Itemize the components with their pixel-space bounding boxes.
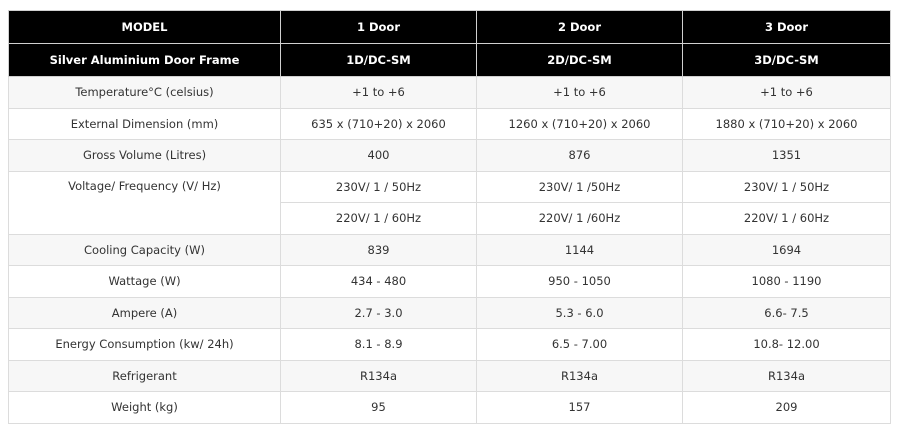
table-cell: R134a [476, 359, 683, 392]
table-cell: R134a [280, 359, 477, 392]
table-cell: 6.5 - 7.00 [476, 328, 683, 361]
header-3-door: 3 Door [682, 10, 891, 44]
table-cell: 6.6- 7.5 [682, 296, 891, 329]
subheader-row: Silver Aluminium Door Frame 1D/DC-SM 2D/… [8, 43, 891, 77]
table-cell: 157 [476, 391, 683, 424]
table-cell: +1 to +6 [476, 76, 683, 109]
row-label: Weight (kg) [8, 391, 281, 424]
table-cell: 220V/ 1 / 60Hz [682, 202, 891, 235]
header-row: MODEL 1 Door 2 Door 3 Door [8, 10, 891, 44]
table-row: Temperature°C (celsius) +1 to +6 +1 to +… [8, 76, 891, 109]
table-cell: 8.1 - 8.9 [280, 328, 477, 361]
row-label: Ampere (A) [8, 296, 281, 329]
row-label: Voltage/ Frequency (V/ Hz) [8, 170, 281, 235]
table-cell: 1260 x (710+20) x 2060 [476, 107, 683, 140]
table-row: Voltage/ Frequency (V/ Hz) 230V/ 1 / 50H… [8, 170, 891, 235]
row-label: Cooling Capacity (W) [8, 233, 281, 266]
table-cell: 635 x (710+20) x 2060 [280, 107, 477, 140]
table-cell: 209 [682, 391, 891, 424]
row-label: Wattage (W) [8, 265, 281, 298]
table-row: Ampere (A) 2.7 - 3.0 5.3 - 6.0 6.6- 7.5 [8, 296, 891, 329]
table-cell: 1351 [682, 139, 891, 172]
row-label: Gross Volume (Litres) [8, 139, 281, 172]
subheader-code-3: 3D/DC-SM [682, 43, 891, 77]
table-cell: 876 [476, 139, 683, 172]
subheader-code-1: 1D/DC-SM [280, 43, 477, 77]
table-row: Weight (kg) 95 157 209 [8, 391, 891, 424]
table-cell: 2.7 - 3.0 [280, 296, 477, 329]
subheader-label: Silver Aluminium Door Frame [8, 43, 281, 77]
table-row: Cooling Capacity (W) 839 1144 1694 [8, 233, 891, 266]
table-cell: R134a [682, 359, 891, 392]
table-cell: +1 to +6 [280, 76, 477, 109]
table-cell: 95 [280, 391, 477, 424]
table-row: Gross Volume (Litres) 400 876 1351 [8, 139, 891, 172]
table-cell: 230V/ 1 /50Hz [476, 170, 683, 203]
row-label: External Dimension (mm) [8, 107, 281, 140]
header-2-door: 2 Door [476, 10, 683, 44]
row-label: Temperature°C (celsius) [8, 76, 281, 109]
row-label: Refrigerant [8, 359, 281, 392]
table-cell: 10.8- 12.00 [682, 328, 891, 361]
spec-table-container: MODEL 1 Door 2 Door 3 Door Silver Alumin… [8, 10, 891, 424]
table-cell: 400 [280, 139, 477, 172]
table-cell: 1880 x (710+20) x 2060 [682, 107, 891, 140]
table-row: External Dimension (mm) 635 x (710+20) x… [8, 107, 891, 140]
subheader-code-2: 2D/DC-SM [476, 43, 683, 77]
table-cell: 230V/ 1 / 50Hz [682, 170, 891, 203]
table-cell: 1080 - 1190 [682, 265, 891, 298]
header-1-door: 1 Door [280, 10, 477, 44]
table-cell: 434 - 480 [280, 265, 477, 298]
table-row: Wattage (W) 434 - 480 950 - 1050 1080 - … [8, 265, 891, 298]
header-model: MODEL [8, 10, 281, 44]
table-cell: 839 [280, 233, 477, 266]
row-label: Energy Consumption (kw/ 24h) [8, 328, 281, 361]
table-cell: 1144 [476, 233, 683, 266]
table-cell: +1 to +6 [682, 76, 891, 109]
table-row: Refrigerant R134a R134a R134a [8, 359, 891, 392]
table-cell: 5.3 - 6.0 [476, 296, 683, 329]
table-cell: 1694 [682, 233, 891, 266]
table-cell: 220V/ 1 /60Hz [476, 202, 683, 235]
table-row: 220V/ 1 / 60Hz 220V/ 1 /60Hz 220V/ 1 / 6… [9, 202, 891, 235]
table-row: Energy Consumption (kw/ 24h) 8.1 - 8.9 6… [8, 328, 891, 361]
spec-table: MODEL 1 Door 2 Door 3 Door Silver Alumin… [8, 10, 891, 424]
table-cell: 950 - 1050 [476, 265, 683, 298]
table-cell: 230V/ 1 / 50Hz [280, 170, 477, 203]
table-cell: 220V/ 1 / 60Hz [280, 202, 477, 235]
